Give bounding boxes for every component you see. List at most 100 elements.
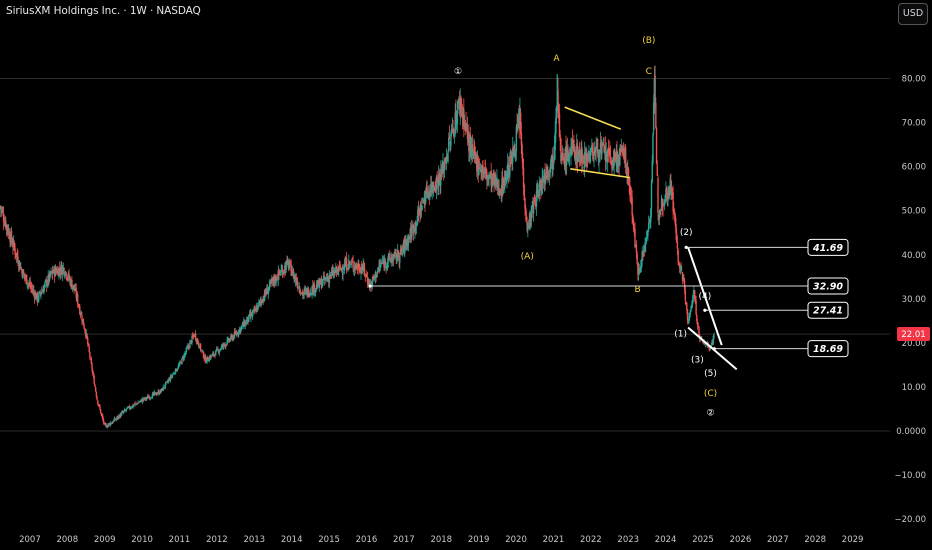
candle-body bbox=[140, 399, 142, 401]
candle-body bbox=[496, 177, 498, 184]
candle-body bbox=[670, 180, 672, 193]
candle-body bbox=[158, 393, 161, 395]
candle-body bbox=[623, 155, 625, 160]
candle-body bbox=[530, 206, 533, 221]
candle-body bbox=[672, 192, 674, 212]
candle-body bbox=[259, 301, 262, 302]
candle-body bbox=[306, 288, 308, 296]
candle-body bbox=[348, 260, 350, 267]
price-level-box[interactable] bbox=[807, 340, 849, 358]
candle-body bbox=[445, 156, 448, 163]
candle-body bbox=[14, 248, 16, 255]
candle-body bbox=[413, 231, 415, 233]
candle-body bbox=[345, 258, 348, 271]
candle-body bbox=[566, 148, 569, 151]
candle-body bbox=[347, 268, 349, 270]
candle-body bbox=[292, 269, 295, 279]
candle-body bbox=[399, 248, 402, 255]
time-tick-label: 2010 bbox=[131, 535, 153, 545]
candle-body bbox=[300, 293, 303, 295]
candle-body bbox=[276, 279, 279, 281]
candle-body bbox=[91, 363, 93, 371]
candle-body bbox=[308, 295, 310, 297]
candle-body bbox=[99, 409, 102, 414]
candle-body bbox=[133, 404, 136, 406]
candle-body bbox=[209, 356, 211, 359]
candle-body bbox=[540, 191, 543, 193]
candle-body bbox=[583, 152, 586, 168]
candle-body bbox=[416, 220, 418, 226]
price-level-anchor[interactable] bbox=[712, 347, 716, 351]
candle-body bbox=[186, 346, 189, 348]
candle-body bbox=[76, 294, 78, 298]
candle-body bbox=[462, 110, 464, 118]
time-tick-label: 2023 bbox=[617, 535, 639, 545]
wave-label: (3) bbox=[691, 356, 704, 366]
candle-body bbox=[271, 279, 273, 282]
candle-body bbox=[125, 410, 127, 412]
candle-body bbox=[332, 270, 334, 276]
candle-body bbox=[607, 147, 610, 152]
candle-body bbox=[53, 267, 56, 277]
triangle-trendline[interactable] bbox=[564, 106, 622, 130]
candle-body bbox=[621, 147, 623, 153]
candle-body bbox=[85, 332, 87, 337]
triangle-trendline[interactable] bbox=[570, 168, 631, 179]
candle-body bbox=[357, 264, 359, 268]
candle-body bbox=[527, 222, 529, 231]
candle-body bbox=[386, 264, 388, 269]
candle-body bbox=[220, 346, 223, 350]
candle-body bbox=[543, 170, 546, 183]
candle-body bbox=[33, 289, 35, 293]
candle-body bbox=[624, 146, 627, 167]
candle-body bbox=[275, 275, 277, 282]
candle-body bbox=[239, 328, 241, 332]
currency-button[interactable]: USD bbox=[898, 3, 928, 25]
candle-body bbox=[389, 253, 391, 260]
candle-body bbox=[145, 397, 147, 400]
price-level-anchor[interactable] bbox=[684, 245, 688, 249]
candle-body bbox=[619, 148, 621, 166]
price-axis[interactable]: 80.00 70.00 60.00 50.00 40.00 30.00 20.00 10.00… bbox=[895, 74, 930, 525]
candle-body bbox=[376, 275, 378, 277]
candle-body bbox=[15, 252, 17, 256]
candle-body bbox=[687, 319, 689, 322]
candle-body bbox=[673, 209, 675, 211]
candle-body bbox=[553, 157, 555, 164]
candle-body bbox=[140, 399, 143, 402]
candle-body bbox=[155, 392, 157, 395]
candle-body bbox=[245, 319, 248, 325]
candle-body bbox=[65, 272, 67, 278]
candle-body bbox=[160, 390, 162, 392]
candle-body bbox=[427, 192, 429, 199]
price-level-box[interactable] bbox=[807, 238, 849, 256]
candle-body bbox=[130, 407, 132, 409]
candle-body bbox=[447, 151, 449, 162]
price-level-box[interactable] bbox=[807, 277, 849, 295]
price-tick-label: −10.00 bbox=[895, 471, 926, 481]
wedge-trendline[interactable] bbox=[687, 326, 738, 371]
candle-body bbox=[176, 370, 178, 371]
time-axis[interactable]: 2007 2008 2009 2010 2011 2012 2013 2014 2015 2016… bbox=[19, 535, 863, 545]
candle-body bbox=[43, 283, 46, 288]
candle-body bbox=[582, 155, 584, 164]
candle-body bbox=[674, 214, 676, 225]
candle-body bbox=[286, 259, 288, 264]
candle-body bbox=[379, 264, 382, 268]
candle-body bbox=[584, 154, 587, 158]
price-level-anchor[interactable] bbox=[703, 308, 707, 312]
candle-body bbox=[631, 196, 633, 216]
candle-body bbox=[216, 348, 218, 351]
candle-body bbox=[451, 129, 454, 131]
candle-body bbox=[468, 137, 471, 154]
candle-body bbox=[372, 276, 374, 278]
candle-body bbox=[682, 279, 684, 281]
candle-body bbox=[629, 193, 632, 195]
candle-body bbox=[455, 110, 457, 125]
wedge-trendline[interactable] bbox=[687, 246, 723, 346]
price-level-anchor[interactable] bbox=[368, 284, 372, 288]
price-level-box[interactable] bbox=[807, 301, 849, 319]
candle-body bbox=[491, 174, 494, 182]
